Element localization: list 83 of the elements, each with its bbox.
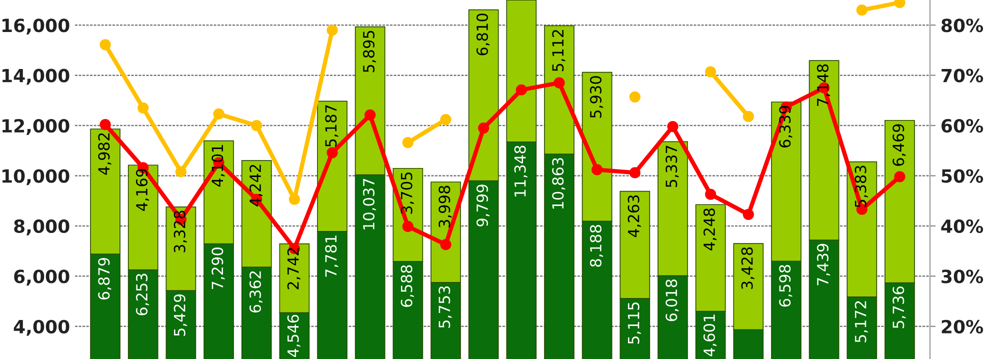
y2-tick-label: 80% xyxy=(942,18,984,32)
point xyxy=(894,171,906,182)
data-label: 6,810 xyxy=(476,14,490,56)
point xyxy=(742,208,754,220)
data-label: 4,546 xyxy=(287,314,300,357)
point xyxy=(100,118,111,130)
point xyxy=(251,120,262,132)
point xyxy=(667,120,678,132)
data-label: 3,705 xyxy=(400,172,414,214)
point xyxy=(705,188,716,200)
data-label: 4,101 xyxy=(212,145,225,187)
data-label: 11,348 xyxy=(514,146,528,196)
data-label: 5,112 xyxy=(552,30,566,72)
data-label: 6,588 xyxy=(400,265,414,307)
point xyxy=(326,147,338,158)
data-label: 3,998 xyxy=(438,186,452,228)
data-label: 6,362 xyxy=(249,271,263,313)
data-label: 7,439 xyxy=(816,244,830,286)
point xyxy=(856,4,868,16)
data-label: 8,188 xyxy=(590,225,604,267)
data-label: 4,982 xyxy=(98,133,112,175)
point xyxy=(440,114,452,126)
data-label: 5,429 xyxy=(174,294,187,336)
y-tick-label: 6,000 xyxy=(14,270,70,286)
point xyxy=(629,167,640,178)
data-label: 5,753 xyxy=(438,286,452,328)
data-label: 10,863 xyxy=(552,158,566,209)
data-label: 6,339 xyxy=(779,106,792,148)
y2-tick-label: 60% xyxy=(942,118,984,133)
data-label: 3,328 xyxy=(174,210,187,252)
data-label: 5,172 xyxy=(854,301,868,342)
point xyxy=(516,84,527,96)
data-label: 2,742 xyxy=(287,248,300,290)
data-label: 4,601 xyxy=(703,314,717,356)
y2-tick-label: 20% xyxy=(942,320,984,334)
data-label: 6,598 xyxy=(779,264,792,307)
data-label: 6,018 xyxy=(666,280,679,322)
data-label: 4,169 xyxy=(136,168,150,211)
data-label: 6,879 xyxy=(98,258,112,300)
y-tick-label: 16,000 xyxy=(2,18,70,35)
data-label: 5,115 xyxy=(628,302,641,344)
y-tick-label: 10,000 xyxy=(2,169,70,186)
point xyxy=(364,109,376,121)
point xyxy=(440,238,452,250)
y2-tick-label: 50% xyxy=(942,169,984,183)
y2-tick-label: 40% xyxy=(941,219,984,234)
data-label: 5,895 xyxy=(362,30,376,72)
data-label: 5,383 xyxy=(854,166,868,208)
point xyxy=(213,108,224,120)
point xyxy=(554,77,565,88)
y-tick-label: 4,000 xyxy=(14,320,70,336)
data-label: 7,148 xyxy=(816,64,830,106)
data-label: 5,736 xyxy=(892,286,906,328)
data-label: 3,428 xyxy=(741,247,754,289)
data-label: 4,242 xyxy=(249,164,263,206)
data-label: 4,263 xyxy=(628,195,641,238)
data-label: 4,248 xyxy=(703,208,717,250)
y-tick-label: 8,000 xyxy=(14,219,70,236)
point xyxy=(326,24,338,36)
point xyxy=(478,122,490,134)
data-label: 10,037 xyxy=(362,178,376,230)
data-label: 5,930 xyxy=(590,76,604,118)
data-label: 9,799 xyxy=(476,184,490,226)
point xyxy=(592,164,603,176)
y-tick-label: 12,000 xyxy=(2,118,70,135)
point xyxy=(705,66,716,78)
data-label: 7,290 xyxy=(212,248,225,290)
data-label: 6,469 xyxy=(892,124,906,166)
point xyxy=(402,220,414,232)
y2-tick-label: 70% xyxy=(942,68,984,82)
point xyxy=(175,166,186,178)
data-label: 5,187 xyxy=(325,105,338,147)
point xyxy=(138,102,149,114)
data-label: 5,337 xyxy=(666,146,679,188)
point xyxy=(288,194,300,205)
data-label: 6,253 xyxy=(136,274,150,316)
point xyxy=(402,137,414,148)
y2-tick-label: 30% xyxy=(942,270,984,284)
data-label: 7,781 xyxy=(325,236,338,277)
point xyxy=(742,110,754,122)
y-tick-label: 14,000 xyxy=(2,68,70,85)
point xyxy=(629,91,640,102)
point xyxy=(100,39,111,50)
